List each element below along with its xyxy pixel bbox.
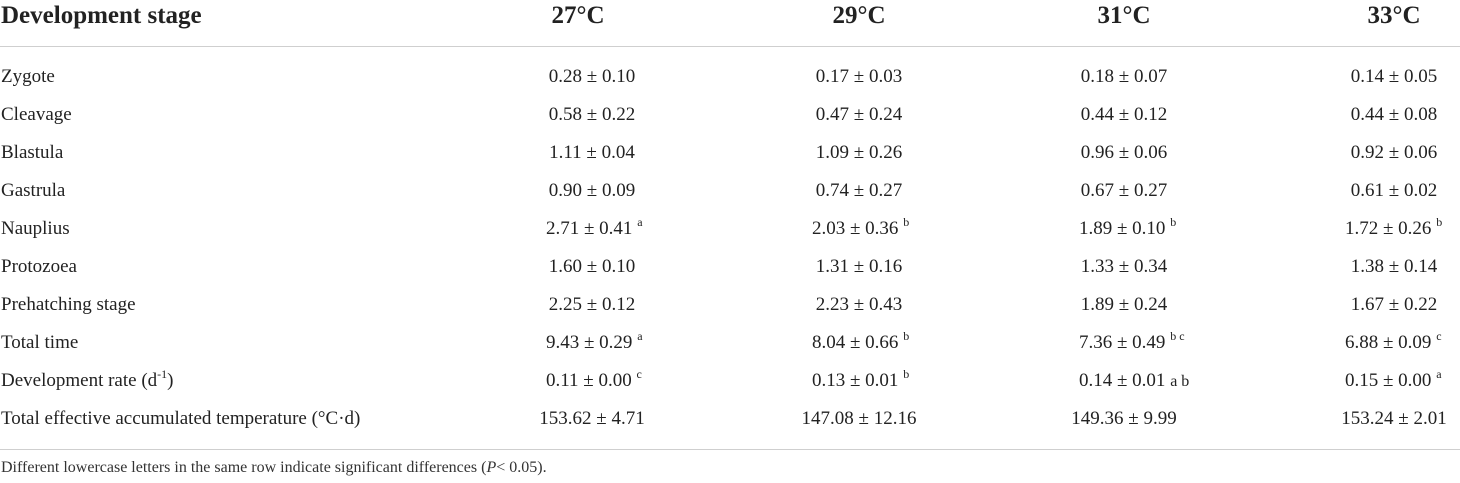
stage-label: Total time xyxy=(1,332,79,353)
value-33c: 0.44 ± 0.08 xyxy=(1350,104,1438,125)
value-33c: 0.14 ± 0.05 xyxy=(1350,66,1438,87)
value-33c: 1.67 ± 0.22 xyxy=(1350,294,1438,315)
value-29c: 0.17 ± 0.03 xyxy=(815,66,903,87)
value-27c: 153.62 ± 4.71 xyxy=(539,408,645,429)
significance-letter: b xyxy=(1436,215,1443,229)
value-27c: 0.28 ± 0.10 xyxy=(548,66,636,87)
table-header: Development stage 27°C 29°C 31°C 33°C xyxy=(0,0,1460,47)
value-31c: 0.14 ± 0.01 a b xyxy=(1079,370,1190,391)
value-31c: 0.67 ± 0.27 xyxy=(1080,180,1168,201)
value-29c: 0.13 ± 0.01 b xyxy=(812,367,910,391)
value-31c: 0.96 ± 0.06 xyxy=(1080,142,1168,163)
unit-exponent: -1 xyxy=(157,367,168,381)
significance-letter: a b xyxy=(1170,373,1190,390)
value-27c: 0.90 ± 0.09 xyxy=(548,180,636,201)
header-development-stage: Development stage xyxy=(1,2,202,29)
value-31c: 0.18 ± 0.07 xyxy=(1080,66,1168,87)
stage-label: Blastula xyxy=(1,142,64,163)
value-29c: 0.47 ± 0.24 xyxy=(815,104,903,125)
table-row: Gastrula 0.90 ± 0.09 0.74 ± 0.27 0.67 ± … xyxy=(0,172,1460,210)
value-31c: 1.33 ± 0.34 xyxy=(1080,256,1168,277)
stage-label: Nauplius xyxy=(1,218,70,239)
significance-letter: c xyxy=(1436,329,1442,343)
value-33c: 153.24 ± 2.01 xyxy=(1341,408,1447,429)
value-33c: 1.72 ± 0.26 b xyxy=(1345,215,1443,239)
value-33c: 6.88 ± 0.09 c xyxy=(1345,329,1442,353)
value-33c: 0.15 ± 0.00 a xyxy=(1345,367,1442,391)
table-row: Total effective accumulated temperature … xyxy=(0,400,1460,438)
table-footnote: Different lowercase letters in the same … xyxy=(1,459,547,476)
header-31c: 31°C xyxy=(1097,2,1151,29)
value-27c: 1.60 ± 0.10 xyxy=(548,256,636,277)
value-27c: 2.71 ± 0.41 a xyxy=(546,215,643,239)
significance-letter: b xyxy=(903,215,910,229)
table-bottom-rule xyxy=(0,449,1460,450)
stage-label: Total effective accumulated temperature … xyxy=(1,408,361,429)
value-29c: 0.74 ± 0.27 xyxy=(815,180,903,201)
value-29c: 8.04 ± 0.66 b xyxy=(812,329,910,353)
value-29c: 1.09 ± 0.26 xyxy=(815,142,903,163)
value-27c: 1.11 ± 0.04 xyxy=(549,142,635,163)
value-33c: 0.61 ± 0.02 xyxy=(1350,180,1438,201)
stage-label: Zygote xyxy=(1,66,55,87)
table-row: Cleavage 0.58 ± 0.22 0.47 ± 0.24 0.44 ± … xyxy=(0,96,1460,134)
significance-letter: b xyxy=(903,329,910,343)
value-27c: 0.11 ± 0.00 c xyxy=(546,367,642,391)
significance-letter: a xyxy=(637,329,643,343)
value-29c: 2.23 ± 0.43 xyxy=(815,294,903,315)
significance-letter: b c xyxy=(1170,329,1185,343)
significance-letter: a xyxy=(637,215,643,229)
significance-letter: b xyxy=(1170,215,1177,229)
stage-label: Protozoea xyxy=(1,256,77,277)
table-row: Blastula 1.11 ± 0.04 1.09 ± 0.26 0.96 ± … xyxy=(0,134,1460,172)
significance-letter: a xyxy=(1436,367,1442,381)
value-31c: 1.89 ± 0.24 xyxy=(1080,294,1168,315)
table-row: Nauplius 2.71 ± 0.41 a 2.03 ± 0.36 b 1.8… xyxy=(0,210,1460,248)
value-31c: 149.36 ± 9.99 xyxy=(1071,408,1177,429)
significance-letter: b xyxy=(903,367,910,381)
value-31c: 1.89 ± 0.10 b xyxy=(1079,215,1177,239)
header-29c: 29°C xyxy=(832,2,886,29)
value-29c: 2.03 ± 0.36 b xyxy=(812,215,910,239)
stage-label: Development rate (d-1) xyxy=(1,367,174,391)
value-29c: 1.31 ± 0.16 xyxy=(815,256,903,277)
table-row: Zygote 0.28 ± 0.10 0.17 ± 0.03 0.18 ± 0.… xyxy=(0,58,1460,96)
table-row: Prehatching stage 2.25 ± 0.12 2.23 ± 0.4… xyxy=(0,286,1460,324)
value-27c: 0.58 ± 0.22 xyxy=(548,104,636,125)
value-27c: 2.25 ± 0.12 xyxy=(548,294,636,315)
table-row: Protozoea 1.60 ± 0.10 1.31 ± 0.16 1.33 ±… xyxy=(0,248,1460,286)
value-29c: 147.08 ± 12.16 xyxy=(801,408,917,429)
header-33c: 33°C xyxy=(1367,2,1421,29)
stage-label: Prehatching stage xyxy=(1,294,136,315)
significance-letter: c xyxy=(636,367,642,381)
stage-label: Cleavage xyxy=(1,104,72,125)
stage-label: Gastrula xyxy=(1,180,66,201)
value-31c: 7.36 ± 0.49 b c xyxy=(1079,329,1185,353)
table-row: Development rate (d-1) 0.11 ± 0.00 c 0.1… xyxy=(0,362,1460,400)
value-33c: 0.92 ± 0.06 xyxy=(1350,142,1438,163)
table-row: Total time 9.43 ± 0.29 a 8.04 ± 0.66 b 7… xyxy=(0,324,1460,362)
value-31c: 0.44 ± 0.12 xyxy=(1080,104,1168,125)
value-27c: 9.43 ± 0.29 a xyxy=(546,329,643,353)
value-33c: 1.38 ± 0.14 xyxy=(1350,256,1438,277)
header-27c: 27°C xyxy=(551,2,605,29)
